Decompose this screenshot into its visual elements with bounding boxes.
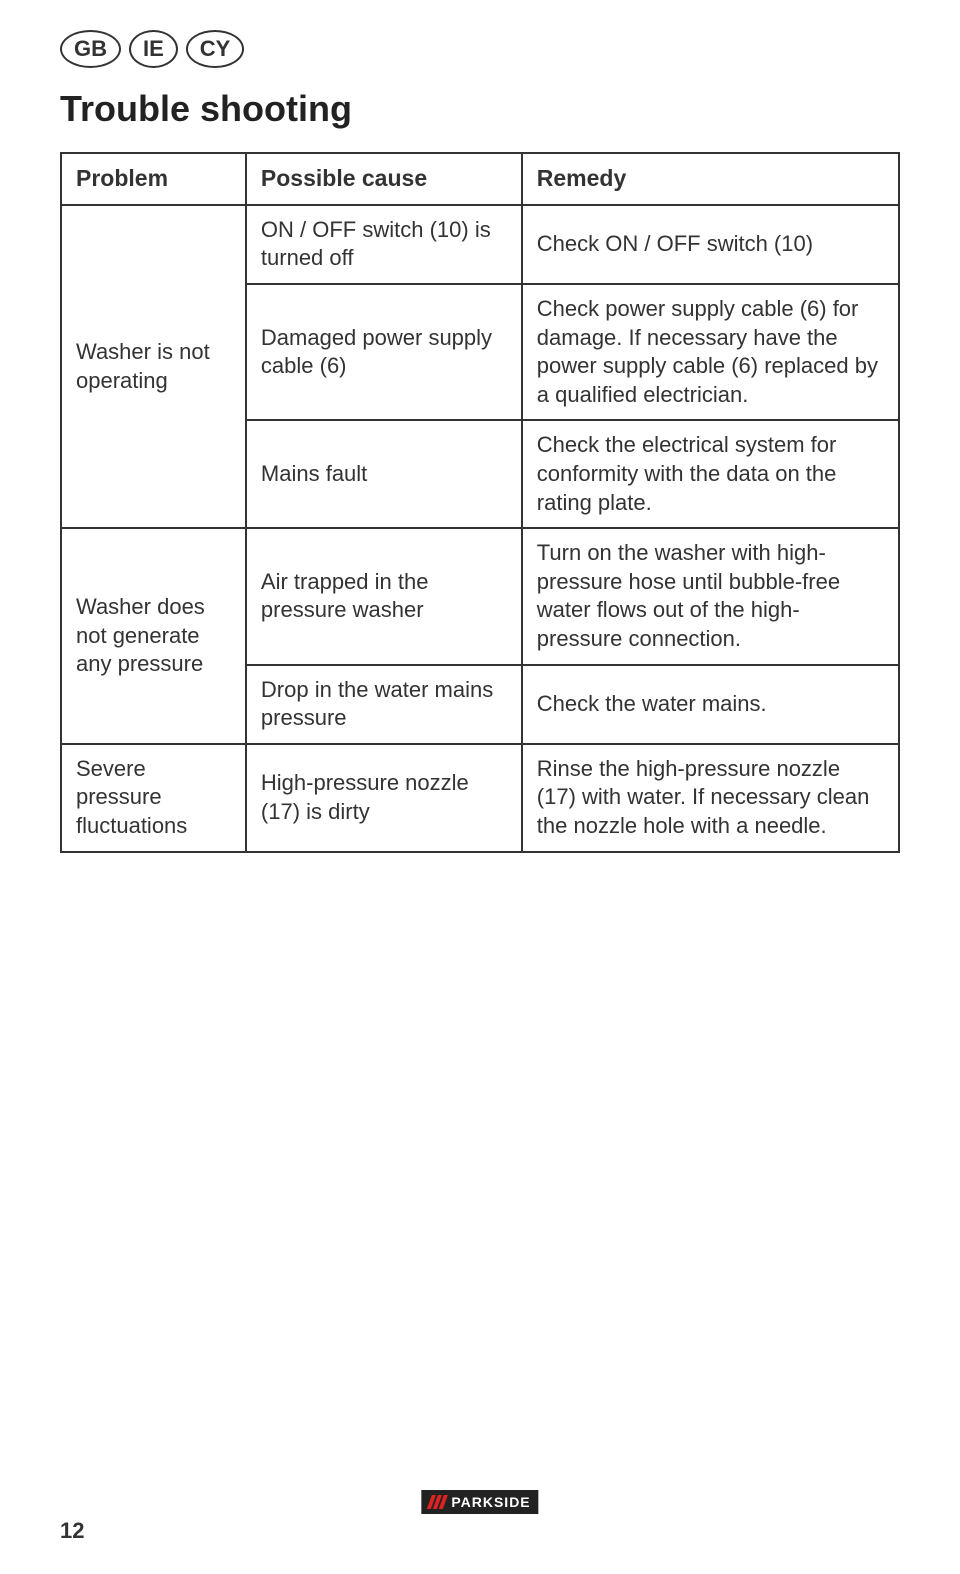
page-footer: 12 [60, 1518, 900, 1544]
header-cause: Possible cause [246, 154, 522, 205]
country-badges: GB IE CY [60, 30, 900, 68]
remedy-cell: Check the water mains. [522, 665, 898, 744]
page-number: 12 [60, 1518, 84, 1544]
remedy-cell: Check ON / OFF switch (10) [522, 205, 898, 284]
problem-cell: Severe pressure fluctuations [62, 744, 246, 851]
logo-text: PARKSIDE [451, 1494, 530, 1510]
badge-ie: IE [129, 30, 178, 68]
table-row: Washer is not operating ON / OFF switch … [62, 205, 898, 284]
table-row: Severe pressure fluctuations High-pressu… [62, 744, 898, 851]
logo-stripes-icon [429, 1495, 445, 1509]
cause-cell: Drop in the water mains pressure [246, 665, 522, 744]
cause-cell: ON / OFF switch (10) is turned off [246, 205, 522, 284]
cause-cell: Mains fault [246, 420, 522, 528]
cause-cell: Damaged power supply cable (6) [246, 284, 522, 420]
brand-logo: PARKSIDE [421, 1490, 538, 1514]
remedy-cell: Check the electrical system for conformi… [522, 420, 898, 528]
header-problem: Problem [62, 154, 246, 205]
problem-cell: Washer does not generate any pressure [62, 528, 246, 744]
badge-gb: GB [60, 30, 121, 68]
cause-cell: High-pressure nozzle (17) is dirty [246, 744, 522, 851]
table-header-row: Problem Possible cause Remedy [62, 154, 898, 205]
page-title: Trouble shooting [60, 88, 900, 130]
troubleshooting-table: Problem Possible cause Remedy Washer is … [60, 152, 900, 853]
problem-cell: Washer is not operating [62, 205, 246, 528]
remedy-cell: Rinse the high-pressure nozzle (17) with… [522, 744, 898, 851]
table-row: Washer does not generate any pressure Ai… [62, 528, 898, 664]
badge-cy: CY [186, 30, 245, 68]
header-remedy: Remedy [522, 154, 898, 205]
cause-cell: Air trapped in the pressure washer [246, 528, 522, 664]
remedy-cell: Check power supply cable (6) for damage.… [522, 284, 898, 420]
remedy-cell: Turn on the washer with high-pressure ho… [522, 528, 898, 664]
